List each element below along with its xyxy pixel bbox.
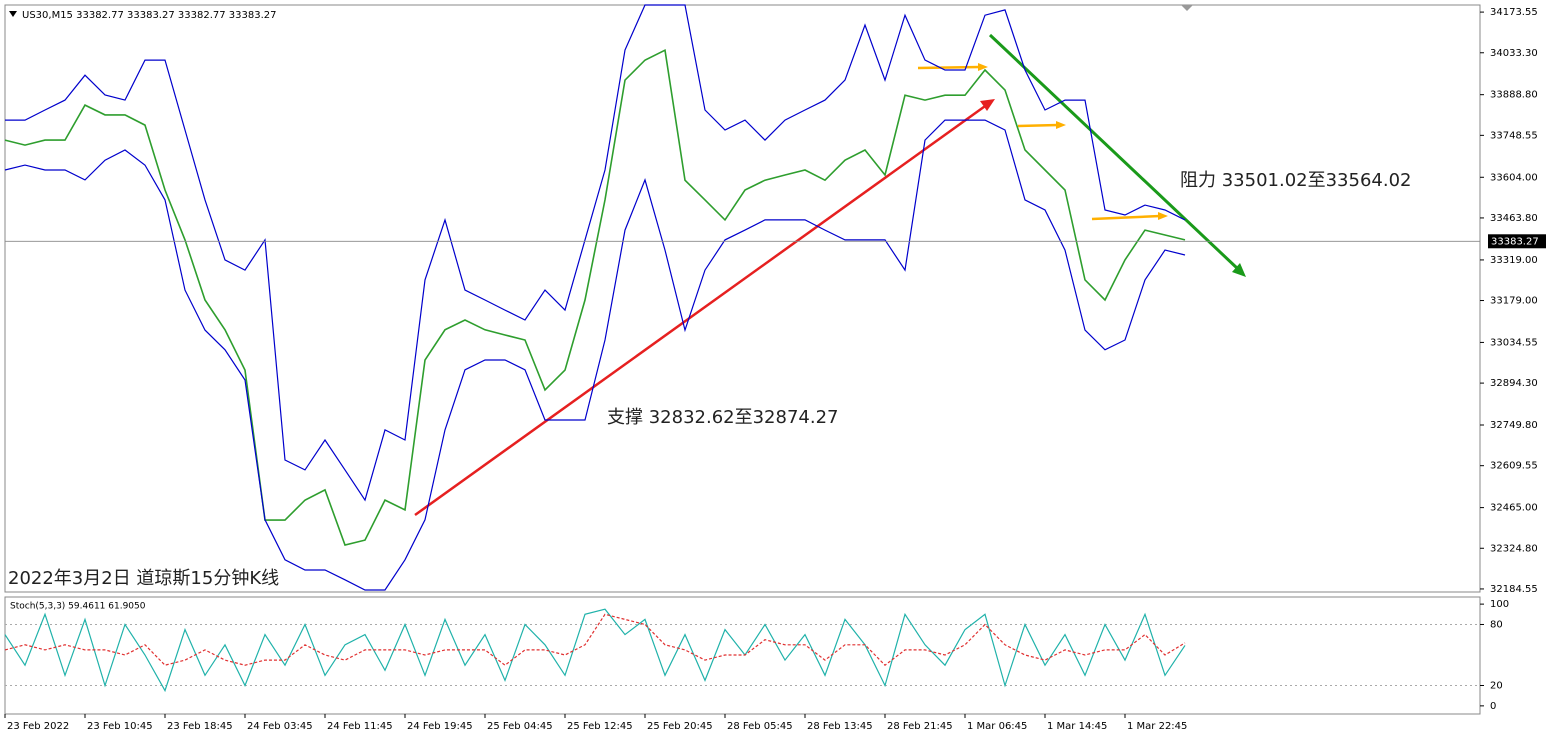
series-line bbox=[4, 613, 1186, 666]
orange-arrow bbox=[1091, 214, 1161, 221]
y-tick-label: 32609.55 bbox=[1490, 461, 1538, 472]
x-tick-label: 28 Feb 21:45 bbox=[887, 721, 953, 732]
arrow-head bbox=[978, 63, 988, 71]
arrow-head bbox=[980, 99, 995, 111]
x-tick-label: 28 Feb 05:45 bbox=[727, 721, 793, 732]
x-tick-label: 24 Feb 03:45 bbox=[247, 721, 313, 732]
y-tick-label: 33179.00 bbox=[1490, 296, 1538, 307]
indicator-pane bbox=[4, 596, 1481, 715]
series-line bbox=[4, 119, 1186, 591]
series-line bbox=[4, 48, 1186, 546]
y-tick-label: 33604.00 bbox=[1490, 172, 1538, 183]
y-tick-label: 33319.00 bbox=[1490, 255, 1538, 266]
y-tick-label: 32465.00 bbox=[1490, 503, 1538, 514]
current-price-box bbox=[1488, 234, 1546, 249]
arrow-head bbox=[1056, 121, 1066, 129]
resistance-trend-line bbox=[988, 33, 1240, 271]
x-tick-label: 1 Mar 14:45 bbox=[1047, 721, 1107, 732]
y-tick-label: 34173.55 bbox=[1490, 7, 1538, 18]
x-tick-label: 23 Feb 2022 bbox=[7, 721, 69, 732]
shift-marker bbox=[1181, 5, 1193, 11]
indicator-label: Stoch(5,3,3) 59.4611 61.9050 bbox=[10, 602, 146, 612]
y-tick-label: 34033.30 bbox=[1490, 48, 1538, 59]
x-tick-label: 25 Feb 12:45 bbox=[567, 721, 633, 732]
y-tick-label: 32324.80 bbox=[1490, 543, 1538, 554]
series-line bbox=[5, 4, 1186, 502]
y-tick-label: 80 bbox=[1490, 619, 1503, 630]
menu-triangle[interactable] bbox=[9, 11, 17, 17]
chart-title: 2022年3月2日 道琼斯15分钟K线 bbox=[8, 568, 279, 589]
x-tick-label: 1 Mar 06:45 bbox=[967, 721, 1027, 732]
y-tick-label: 32184.55 bbox=[1490, 584, 1538, 595]
price-pane bbox=[4, 4, 1481, 593]
y-tick-label: 33888.80 bbox=[1490, 90, 1538, 101]
x-tick-label: 25 Feb 20:45 bbox=[647, 721, 713, 732]
drawings bbox=[414, 33, 1246, 517]
current-price-label: 33383.27 bbox=[1491, 236, 1539, 247]
resistance-label: 阻力 33501.02至33564.02 bbox=[1180, 170, 1412, 191]
y-tick-label: 20 bbox=[1490, 681, 1503, 692]
arrow-head bbox=[1158, 212, 1168, 220]
x-tick-label: 23 Feb 18:45 bbox=[167, 721, 233, 732]
x-tick-label: 23 Feb 10:45 bbox=[87, 721, 153, 732]
y-tick-label: 33748.55 bbox=[1490, 130, 1538, 141]
x-tick-label: 28 Feb 13:45 bbox=[807, 721, 873, 732]
x-tick-label: 24 Feb 11:45 bbox=[327, 721, 393, 732]
y-tick-label: 33034.55 bbox=[1490, 337, 1538, 348]
orange-arrow bbox=[1017, 123, 1059, 128]
orange-arrow bbox=[917, 65, 981, 70]
arrow-head bbox=[1232, 263, 1246, 277]
symbol-info: US30,M15 33382.77 33383.27 33382.77 3338… bbox=[22, 10, 277, 21]
series-line bbox=[4, 608, 1186, 693]
x-tick-label: 1 Mar 22:45 bbox=[1127, 721, 1187, 732]
y-tick-label: 100 bbox=[1490, 599, 1509, 610]
y-tick-label: 0 bbox=[1490, 701, 1496, 712]
x-tick-label: 25 Feb 04:45 bbox=[487, 721, 553, 732]
support-label: 支撑 32832.62至32874.27 bbox=[607, 407, 839, 428]
support-trend-line bbox=[414, 102, 989, 517]
y-tick-label: 32749.80 bbox=[1490, 420, 1538, 431]
x-tick-label: 24 Feb 19:45 bbox=[407, 721, 473, 732]
y-tick-label: 32894.30 bbox=[1490, 378, 1538, 389]
y-tick-label: 33463.80 bbox=[1490, 213, 1538, 224]
